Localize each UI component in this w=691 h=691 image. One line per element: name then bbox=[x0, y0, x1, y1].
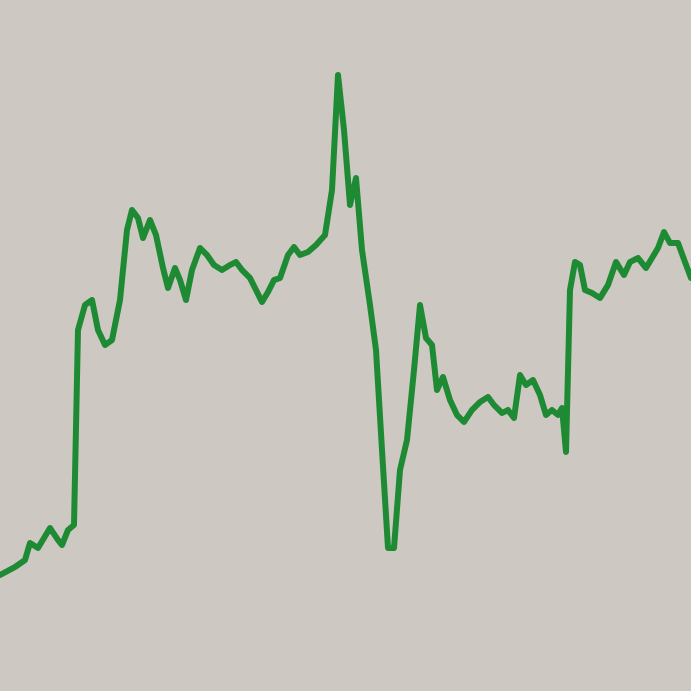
data-line bbox=[0, 72, 691, 578]
